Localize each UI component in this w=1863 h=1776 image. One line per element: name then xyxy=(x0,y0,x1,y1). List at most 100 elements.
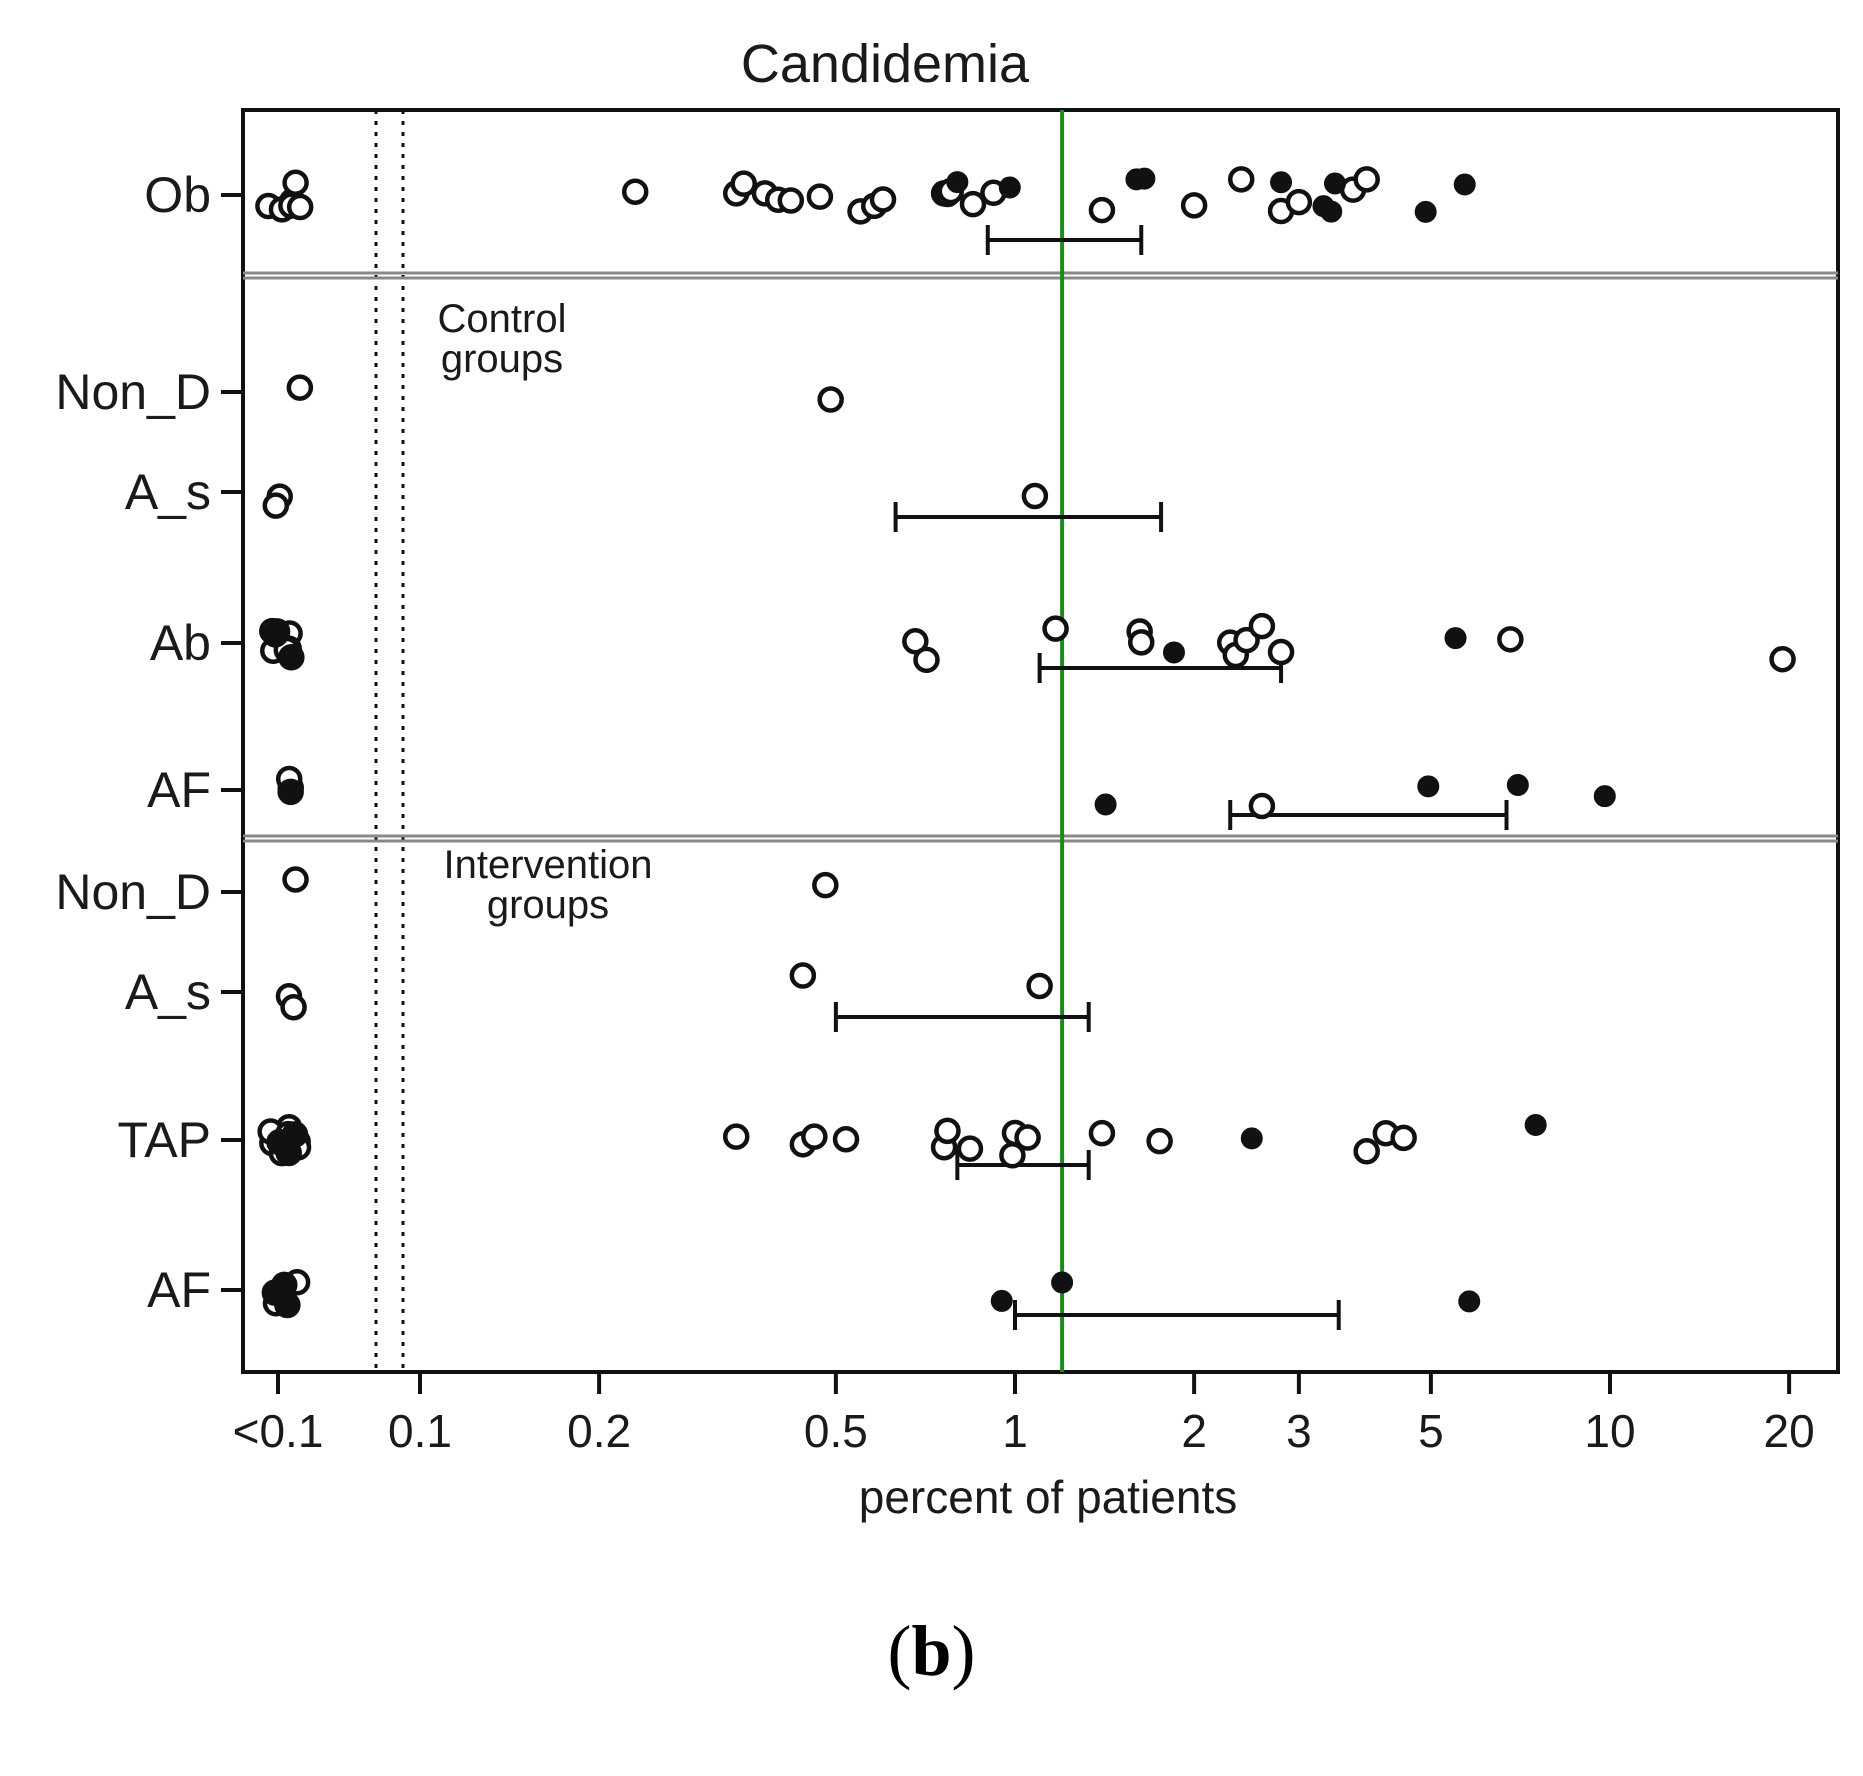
data-point-open xyxy=(1026,972,1053,1000)
data-point-filled xyxy=(1453,173,1476,196)
data-point-open xyxy=(1353,1138,1380,1165)
data-point-open xyxy=(1248,612,1276,640)
caption-letter: b xyxy=(911,1611,952,1691)
y-tick-label: A_s xyxy=(125,464,211,520)
x-tick-label: <0.1 xyxy=(233,1405,324,1457)
data-point-open xyxy=(806,183,834,210)
data-point-open-below-threshold xyxy=(282,169,309,196)
data-point-open xyxy=(1390,1124,1417,1152)
y-tick-label: Ab xyxy=(150,615,211,671)
data-point-filled xyxy=(1506,773,1529,796)
data-point-open xyxy=(1285,188,1313,216)
data-point-open xyxy=(913,646,940,674)
x-tick-label: 3 xyxy=(1286,1405,1312,1457)
y-tick-label: Non_D xyxy=(55,364,211,420)
data-point-filled xyxy=(1051,1271,1074,1294)
y-tick-label: AF xyxy=(147,1262,211,1318)
data-point-open xyxy=(1146,1127,1173,1155)
data-point-open xyxy=(1227,166,1255,193)
section-label: groups xyxy=(441,337,563,381)
data-point-filled xyxy=(990,1289,1013,1312)
data-point-filled xyxy=(1270,171,1293,194)
data-point-open xyxy=(812,871,839,899)
chart-title: Candidemia xyxy=(741,34,1030,94)
data-point-filled-below-threshold xyxy=(277,778,304,806)
data-point-filled-below-threshold xyxy=(274,1291,301,1319)
x-tick-label: 0.2 xyxy=(567,1405,631,1457)
x-tick-label: 0.1 xyxy=(388,1405,452,1457)
data-point-open xyxy=(1180,192,1208,219)
section-label: groups xyxy=(487,883,609,927)
data-point-open-below-threshold xyxy=(286,374,314,401)
data-point-open xyxy=(1353,166,1380,193)
data-point-open-below-threshold xyxy=(262,492,290,519)
data-point-filled xyxy=(998,176,1021,199)
panel-caption: (b) xyxy=(0,1610,1863,1693)
data-point-open xyxy=(832,1125,860,1153)
data-point-open xyxy=(869,186,897,213)
x-tick-label: 2 xyxy=(1181,1405,1207,1457)
data-point-open xyxy=(959,190,987,218)
data-point-open xyxy=(730,170,757,197)
data-point-filled xyxy=(1162,641,1185,664)
data-point-filled xyxy=(1414,200,1437,223)
x-tick-label: 0.5 xyxy=(804,1405,868,1457)
data-point-open xyxy=(1088,196,1116,224)
x-tick-label: 1 xyxy=(1002,1405,1028,1457)
caption-open-paren: ( xyxy=(887,1611,912,1691)
data-point-open xyxy=(902,628,929,655)
data-point-filled xyxy=(1320,200,1343,223)
section-label: Intervention xyxy=(443,843,652,887)
data-point-open-below-threshold xyxy=(282,866,309,893)
data-point-open xyxy=(817,386,844,413)
data-point-filled-below-threshold xyxy=(278,643,305,671)
data-point-filled xyxy=(1133,167,1156,190)
y-tick-label: TAP xyxy=(117,1112,211,1168)
y-tick-label: AF xyxy=(147,762,211,818)
y-tick-label: Ob xyxy=(144,167,211,223)
candidemia-chart: Ob Non_D A_s Ab AF Non_D A_s TAP AF <0.1 0.1 0.2 0.5… xyxy=(55,34,1840,1523)
data-point-open xyxy=(1267,638,1295,666)
data-point-filled xyxy=(1458,1290,1481,1313)
data-point-open xyxy=(934,1117,961,1145)
data-point-open-below-threshold xyxy=(286,193,314,221)
data-point-open xyxy=(1497,626,1524,653)
data-point-open xyxy=(722,1123,750,1150)
x-tick-label: 20 xyxy=(1764,1405,1815,1457)
ci-bar-layer xyxy=(833,225,1509,1330)
data-point-open xyxy=(801,1123,828,1150)
data-point-filled xyxy=(1240,1127,1263,1150)
data-point-open xyxy=(1088,1119,1116,1147)
data-point-open xyxy=(1128,629,1155,656)
data-point-filled-below-threshold xyxy=(281,1121,309,1148)
data-point-open xyxy=(956,1135,984,1162)
data-point-filled xyxy=(1417,775,1440,798)
data-point-open xyxy=(789,962,817,989)
y-tick-label: A_s xyxy=(125,964,211,1020)
data-point-open xyxy=(1042,615,1069,642)
data-point-filled xyxy=(946,171,969,194)
data-point-open xyxy=(1014,1124,1041,1151)
data-point-open xyxy=(777,187,805,214)
data-point-filled-below-threshold xyxy=(262,621,289,648)
axis-layer xyxy=(221,193,1792,1394)
y-tick-label: Non_D xyxy=(55,864,211,920)
data-point-filled xyxy=(1094,793,1117,816)
x-tick-label: 5 xyxy=(1418,1405,1444,1457)
data-point-open xyxy=(1248,792,1276,820)
x-axis-label: percent of patients xyxy=(859,1471,1237,1523)
data-point-filled xyxy=(1593,785,1616,808)
section-label: Control xyxy=(438,297,567,341)
data-point-layer xyxy=(255,166,1796,1319)
data-point-filled xyxy=(1324,172,1347,195)
text-layer: Ob Non_D A_s Ab AF Non_D A_s TAP AF <0.1 0.1 0.2 0.5… xyxy=(55,34,1814,1523)
plot-frame xyxy=(241,108,1840,1374)
data-point-open xyxy=(1769,645,1796,673)
separator-layer xyxy=(243,271,1838,843)
data-point-open xyxy=(621,178,649,205)
frame-layer xyxy=(241,108,1840,1374)
caption-close-paren: ) xyxy=(951,1611,976,1691)
data-point-filled xyxy=(1524,1113,1547,1136)
x-tick-label: 10 xyxy=(1584,1405,1635,1457)
data-point-open-below-threshold xyxy=(280,993,307,1021)
